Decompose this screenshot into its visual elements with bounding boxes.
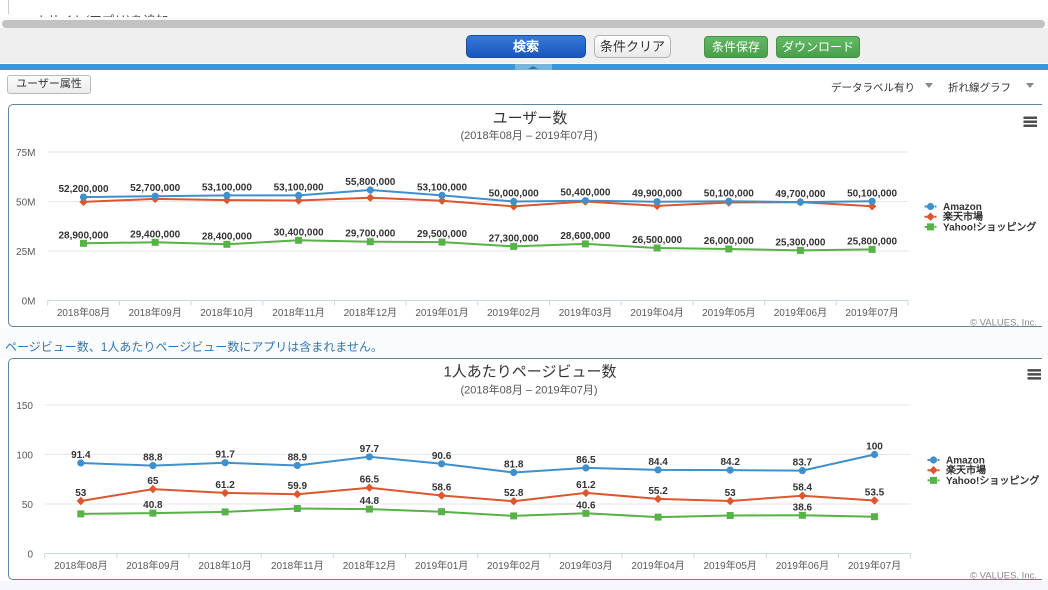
- svg-text:66.5: 66.5: [360, 475, 380, 486]
- svg-text:53: 53: [75, 488, 87, 499]
- svg-text:2019年06月: 2019年06月: [774, 306, 827, 319]
- svg-text:83.7: 83.7: [793, 458, 813, 469]
- svg-text:90.6: 90.6: [432, 451, 452, 462]
- svg-text:150: 150: [16, 401, 33, 412]
- svg-text:30,400,000: 30,400,000: [274, 227, 324, 238]
- svg-text:29,500,000: 29,500,000: [417, 229, 467, 240]
- svg-text:2019年07月: 2019年07月: [848, 559, 901, 572]
- svg-text:29,700,000: 29,700,000: [345, 228, 395, 239]
- svg-text:(2018年08月 – 2019年07月): (2018年08月 – 2019年07月): [461, 128, 598, 142]
- svg-text:2019年03月: 2019年03月: [559, 559, 612, 572]
- svg-text:49,700,000: 49,700,000: [775, 189, 825, 200]
- svg-text:2019年01月: 2019年01月: [415, 306, 468, 319]
- svg-text:0M: 0M: [22, 296, 36, 307]
- svg-text:© VALUES, Inc.: © VALUES, Inc.: [970, 571, 1037, 581]
- svg-text:2019年05月: 2019年05月: [704, 559, 757, 572]
- svg-text:91.7: 91.7: [215, 450, 235, 461]
- svg-text:25,800,000: 25,800,000: [847, 236, 897, 247]
- svg-text:26,500,000: 26,500,000: [632, 235, 682, 246]
- svg-text:28,900,000: 28,900,000: [58, 230, 108, 241]
- svg-text:88.8: 88.8: [143, 453, 163, 464]
- svg-text:91.4: 91.4: [71, 450, 91, 461]
- svg-text:40.8: 40.8: [143, 500, 163, 511]
- svg-text:75M: 75M: [16, 148, 35, 159]
- svg-text:2018年10月: 2018年10月: [198, 559, 251, 572]
- svg-text:84.2: 84.2: [720, 457, 740, 468]
- svg-text:29,400,000: 29,400,000: [130, 229, 180, 240]
- svg-text:86.5: 86.5: [576, 455, 596, 466]
- svg-text:50,400,000: 50,400,000: [560, 187, 610, 198]
- svg-text:ユーザー数: ユーザー数: [493, 110, 568, 127]
- svg-text:2019年06月: 2019年06月: [776, 559, 829, 572]
- svg-text:2018年09月: 2018年09月: [129, 306, 182, 319]
- svg-text:53,100,000: 53,100,000: [417, 182, 467, 193]
- svg-text:2018年10月: 2018年10月: [200, 306, 253, 319]
- svg-text:50M: 50M: [16, 197, 35, 208]
- svg-text:© VALUES, Inc.: © VALUES, Inc.: [970, 317, 1037, 327]
- svg-text:Amazon: Amazon: [943, 202, 982, 213]
- svg-text:1人あたりページビュー数: 1人あたりページビュー数: [443, 364, 616, 381]
- svg-text:26,000,000: 26,000,000: [704, 236, 754, 247]
- svg-text:楽天市場: 楽天市場: [942, 210, 983, 223]
- svg-text:0: 0: [27, 550, 33, 561]
- svg-text:52,200,000: 52,200,000: [58, 184, 108, 195]
- svg-text:50: 50: [22, 500, 34, 511]
- svg-text:Yahoo!ショッピング: Yahoo!ショッピング: [943, 220, 1036, 233]
- svg-text:25M: 25M: [16, 247, 35, 258]
- svg-text:50,000,000: 50,000,000: [489, 188, 539, 199]
- svg-text:40.6: 40.6: [576, 500, 596, 511]
- svg-text:61.2: 61.2: [576, 480, 596, 491]
- svg-text:53: 53: [725, 488, 737, 499]
- svg-text:Amazon: Amazon: [946, 456, 985, 467]
- svg-text:2018年08月: 2018年08月: [57, 306, 110, 319]
- svg-text:53.5: 53.5: [865, 488, 885, 499]
- svg-text:2018年11月: 2018年11月: [272, 306, 325, 319]
- svg-text:100: 100: [16, 451, 33, 462]
- svg-text:58.4: 58.4: [793, 483, 813, 494]
- svg-text:84.4: 84.4: [648, 457, 668, 468]
- svg-text:2018年08月: 2018年08月: [54, 559, 107, 572]
- svg-text:楽天市場: 楽天市場: [945, 464, 986, 477]
- svg-text:81.8: 81.8: [504, 460, 524, 471]
- svg-text:Yahoo!ショッピング: Yahoo!ショッピング: [946, 474, 1039, 487]
- svg-text:61.2: 61.2: [215, 480, 235, 491]
- svg-text:53,100,000: 53,100,000: [274, 182, 324, 193]
- svg-text:38.6: 38.6: [793, 502, 813, 513]
- svg-text:2019年02月: 2019年02月: [487, 306, 540, 319]
- svg-text:59.9: 59.9: [288, 481, 308, 492]
- svg-text:52.8: 52.8: [504, 488, 524, 499]
- svg-text:25,300,000: 25,300,000: [775, 237, 825, 248]
- svg-text:2019年03月: 2019年03月: [559, 306, 612, 319]
- svg-text:2018年12月: 2018年12月: [344, 306, 397, 319]
- svg-text:2018年12月: 2018年12月: [343, 559, 396, 572]
- svg-text:2018年11月: 2018年11月: [271, 559, 324, 572]
- svg-text:28,600,000: 28,600,000: [560, 230, 610, 241]
- svg-text:52,700,000: 52,700,000: [130, 183, 180, 194]
- svg-text:50,100,000: 50,100,000: [847, 188, 897, 199]
- svg-text:2019年04月: 2019年04月: [630, 306, 683, 319]
- svg-text:55,800,000: 55,800,000: [345, 177, 395, 188]
- svg-text:28,400,000: 28,400,000: [202, 231, 252, 242]
- svg-text:2019年01月: 2019年01月: [415, 559, 468, 572]
- svg-text:97.7: 97.7: [360, 444, 380, 455]
- svg-text:44.8: 44.8: [360, 496, 380, 507]
- svg-text:58.6: 58.6: [432, 483, 452, 494]
- svg-text:100: 100: [866, 442, 883, 453]
- svg-text:2019年05月: 2019年05月: [702, 306, 755, 319]
- svg-text:53,100,000: 53,100,000: [202, 182, 252, 193]
- svg-text:55.2: 55.2: [648, 486, 668, 497]
- svg-text:2019年07月: 2019年07月: [845, 306, 898, 319]
- svg-text:2018年09月: 2018年09月: [126, 559, 179, 572]
- svg-text:(2018年08月 – 2019年07月): (2018年08月 – 2019年07月): [461, 383, 598, 397]
- svg-text:65: 65: [147, 476, 159, 487]
- svg-text:88.9: 88.9: [288, 453, 308, 464]
- svg-text:2019年04月: 2019年04月: [631, 559, 684, 572]
- svg-text:27,300,000: 27,300,000: [489, 233, 539, 244]
- svg-text:2019年02月: 2019年02月: [487, 559, 540, 572]
- svg-text:50,100,000: 50,100,000: [704, 188, 754, 199]
- svg-text:49,900,000: 49,900,000: [632, 188, 682, 199]
